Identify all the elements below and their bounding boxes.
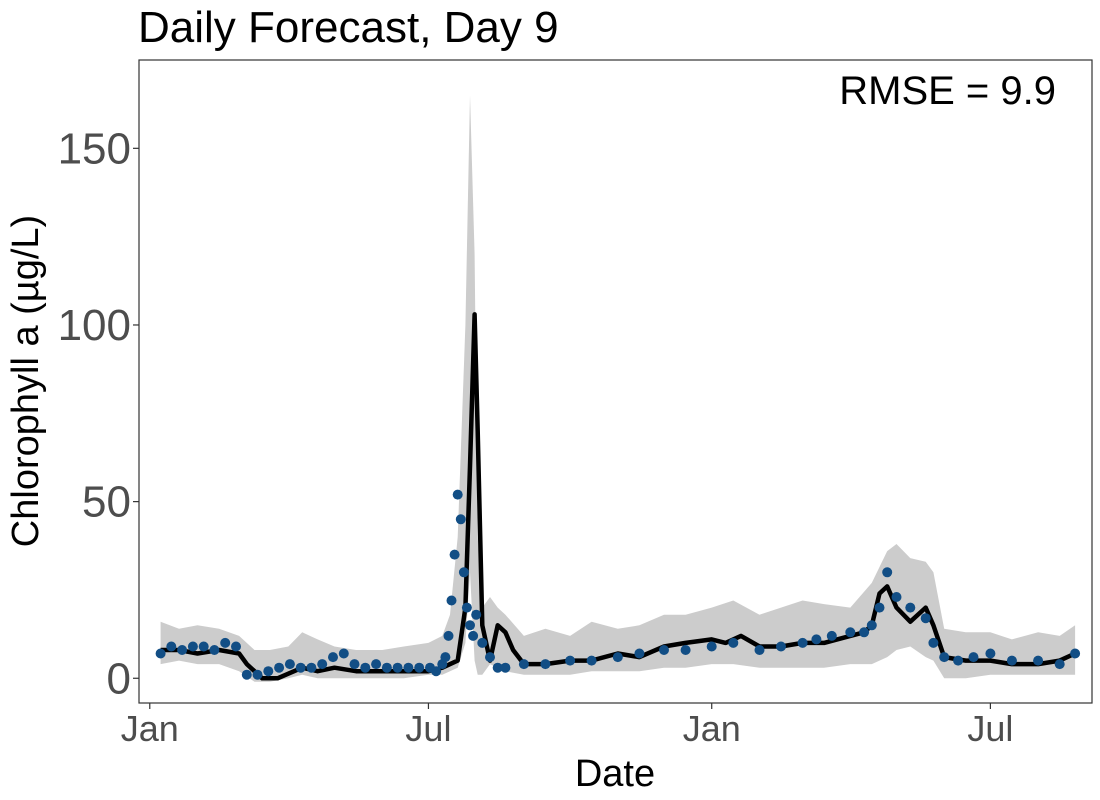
observed-point [241, 669, 252, 680]
observed-point [518, 659, 529, 670]
observed-point [263, 666, 274, 677]
observed-point [905, 602, 916, 613]
observed-point [826, 630, 837, 641]
x-axis: Jan Jul Jan Jul [121, 703, 1013, 749]
observed-point [845, 627, 856, 638]
observed-point [455, 514, 466, 525]
observed-point [928, 637, 939, 648]
rmse-annotation: RMSE = 9.9 [839, 69, 1056, 113]
observed-point [485, 652, 495, 663]
observed-point [776, 641, 786, 652]
observed-point [586, 655, 597, 666]
observed-point [440, 652, 451, 663]
observed-point [492, 662, 503, 673]
observed-point [371, 659, 382, 670]
x-tick-label: Jan [121, 708, 179, 749]
observed-point [659, 645, 669, 655]
observed-point [634, 648, 645, 659]
observed-point [284, 659, 295, 670]
observed-point [680, 645, 691, 655]
observed-point [328, 652, 338, 663]
observed-point [465, 620, 475, 631]
x-tick-label: Jan [683, 708, 741, 749]
observed-point [540, 659, 551, 670]
observed-points [155, 489, 1081, 680]
y-tick-label: 50 [82, 478, 131, 527]
observed-point [449, 549, 460, 560]
observed-point [1033, 655, 1044, 666]
x-axis-label: Date [575, 753, 655, 795]
y-axis: 0 50 100 150 [58, 124, 139, 703]
observed-point [392, 662, 403, 673]
observed-point [306, 662, 317, 673]
observed-point [177, 645, 188, 655]
observed-point [295, 662, 306, 673]
observed-point [317, 659, 328, 670]
observed-point [882, 567, 893, 578]
observed-point [431, 666, 442, 677]
observed-point [565, 655, 576, 666]
y-axis-label: Chlorophyll a (µg/L) [5, 215, 47, 547]
observed-point [866, 620, 877, 631]
observed-point [891, 592, 902, 602]
observed-point [443, 630, 454, 641]
observed-point [468, 630, 479, 641]
observed-point [1006, 655, 1017, 666]
observed-point [414, 662, 425, 673]
observed-point [612, 652, 623, 663]
observed-point [706, 641, 717, 652]
observed-point [1054, 659, 1065, 670]
observed-point [166, 641, 177, 652]
observed-point [452, 489, 463, 500]
y-tick-label: 100 [58, 301, 131, 350]
observed-point [985, 648, 996, 659]
x-tick-label: Jul [967, 708, 1013, 749]
observed-point [220, 637, 231, 648]
observed-point [458, 567, 469, 578]
observed-point [155, 648, 166, 659]
observed-point [252, 669, 263, 680]
observed-point [471, 609, 482, 620]
observed-point [920, 613, 931, 624]
observed-point [953, 655, 964, 666]
observed-point [1070, 648, 1081, 659]
observed-point [338, 648, 349, 659]
y-tick-label: 0 [107, 654, 131, 703]
observed-point [477, 637, 488, 648]
observed-point [381, 662, 392, 673]
observed-point [874, 602, 885, 613]
observed-point [187, 641, 198, 652]
observed-point [968, 652, 979, 663]
observed-point [231, 641, 241, 652]
plot-panel [138, 59, 1093, 704]
observed-point [939, 652, 950, 663]
observed-point [461, 602, 472, 613]
x-tick-label: Jul [405, 708, 451, 749]
observed-point [360, 662, 371, 673]
observed-point [209, 645, 220, 655]
chart-title: Daily Forecast, Day 9 [138, 3, 559, 52]
observed-point [811, 634, 822, 645]
observed-point [859, 627, 870, 638]
observed-point [446, 595, 457, 606]
observed-point [754, 645, 765, 655]
observed-point [403, 662, 414, 673]
y-tick-label: 150 [58, 124, 131, 173]
observed-point [349, 659, 360, 670]
observed-point [500, 662, 511, 673]
observed-point [274, 662, 285, 673]
observed-point [797, 637, 808, 648]
observed-point [198, 641, 209, 652]
observed-point [728, 637, 739, 648]
